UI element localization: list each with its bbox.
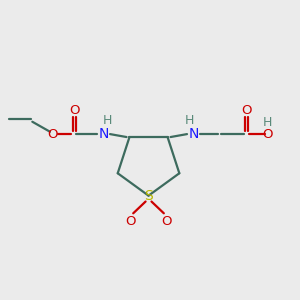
Text: O: O	[241, 104, 252, 117]
Text: O: O	[262, 128, 272, 141]
Text: O: O	[48, 128, 58, 141]
Text: N: N	[188, 127, 199, 141]
Text: S: S	[144, 189, 153, 202]
Text: H: H	[263, 116, 272, 129]
Text: O: O	[126, 215, 136, 228]
Text: O: O	[69, 104, 80, 117]
Text: H: H	[185, 114, 194, 128]
Text: N: N	[98, 127, 109, 141]
Text: O: O	[161, 215, 171, 228]
Text: H: H	[103, 114, 112, 128]
